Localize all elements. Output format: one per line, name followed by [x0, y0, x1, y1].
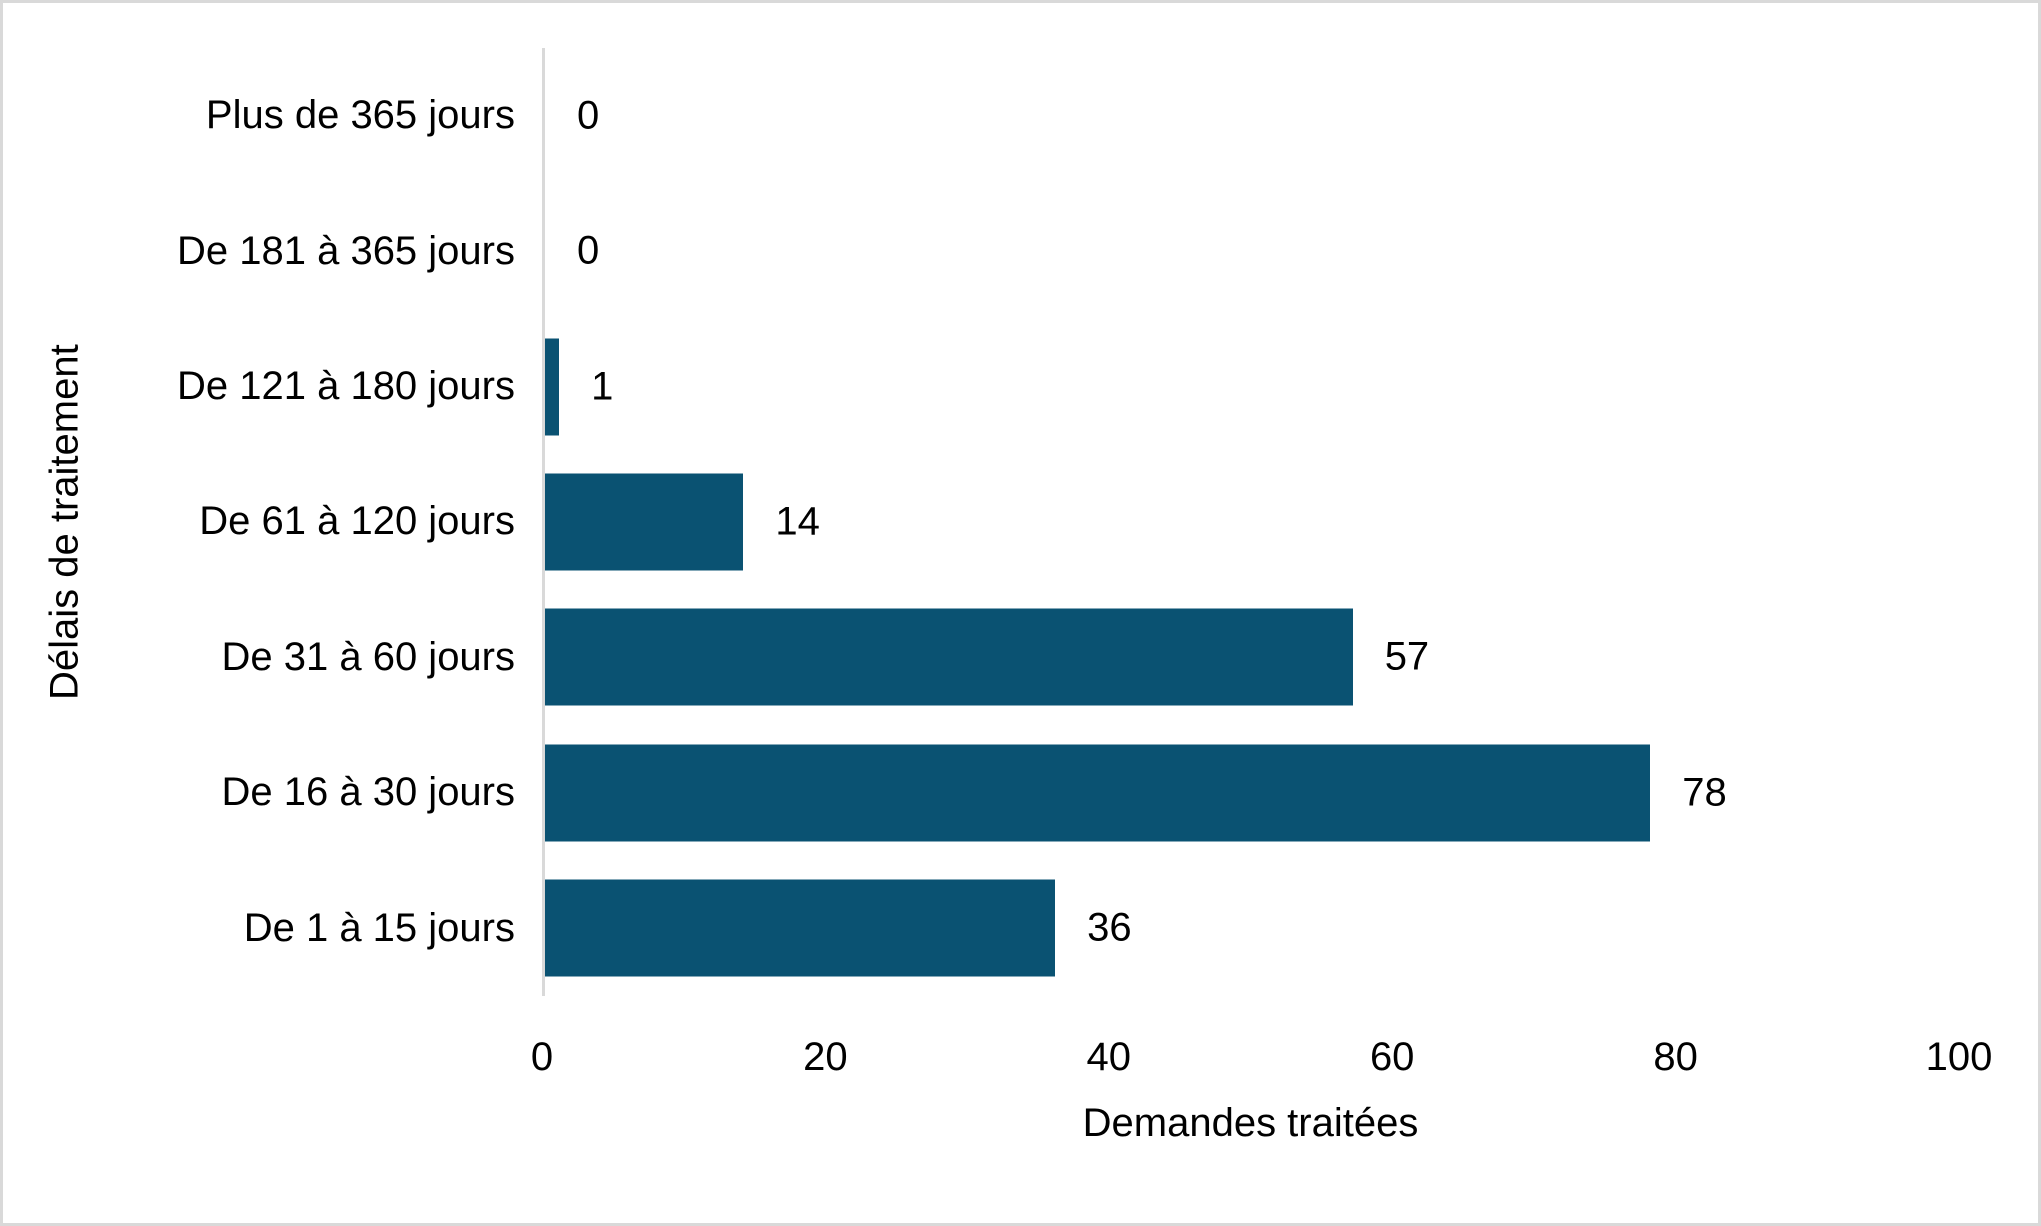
bar	[545, 473, 744, 571]
value-label: 57	[1384, 634, 1430, 679]
category-label: De 181 à 365 jours	[176, 228, 515, 273]
x-tick-label: 60	[1369, 1035, 1415, 1079]
value-label: 0	[577, 93, 600, 138]
x-axis-tick-labels: 0 20 40 60 80 100	[531, 1035, 1993, 1085]
bar-row: 1	[545, 319, 1962, 454]
bar	[545, 608, 1353, 706]
bar-row: 36	[545, 861, 1962, 996]
bar	[545, 338, 560, 436]
category-label: Plus de 365 jours	[205, 93, 515, 138]
value-label: 36	[1087, 905, 1132, 950]
category-axis-labels: Plus de 365 jours De 181 à 365 jours De 12…	[3, 48, 515, 996]
bar-row: 57	[545, 590, 1962, 725]
bar-row: 14	[545, 454, 1962, 589]
value-label: 0	[577, 228, 600, 273]
bar-row: 0	[545, 48, 1962, 183]
category-label: De 1 à 15 jours	[243, 905, 515, 950]
x-tick-label: 0	[530, 1035, 554, 1079]
bar	[545, 744, 1651, 842]
x-tick-label: 40	[1086, 1035, 1132, 1079]
x-tick-label: 20	[803, 1035, 848, 1079]
category-label: De 121 à 180 jours	[176, 364, 515, 409]
value-label: 14	[775, 499, 820, 544]
value-label: 78	[1682, 770, 1727, 815]
plot-area: 0 0 1 14 57 78 36	[542, 48, 1962, 996]
category-label: De 16 à 30 jours	[221, 770, 515, 815]
value-label: 1	[591, 364, 614, 409]
category-label: De 31 à 60 jours	[221, 634, 515, 679]
bar-row: 0	[545, 183, 1962, 318]
x-tick-label: 100	[1925, 1035, 1993, 1079]
bar-row: 78	[545, 725, 1962, 860]
x-tick-label: 80	[1653, 1035, 1698, 1079]
x-axis-title: Demandes traitées	[1082, 1101, 1419, 1145]
category-label: De 61 à 120 jours	[199, 499, 515, 544]
bar	[545, 879, 1056, 977]
